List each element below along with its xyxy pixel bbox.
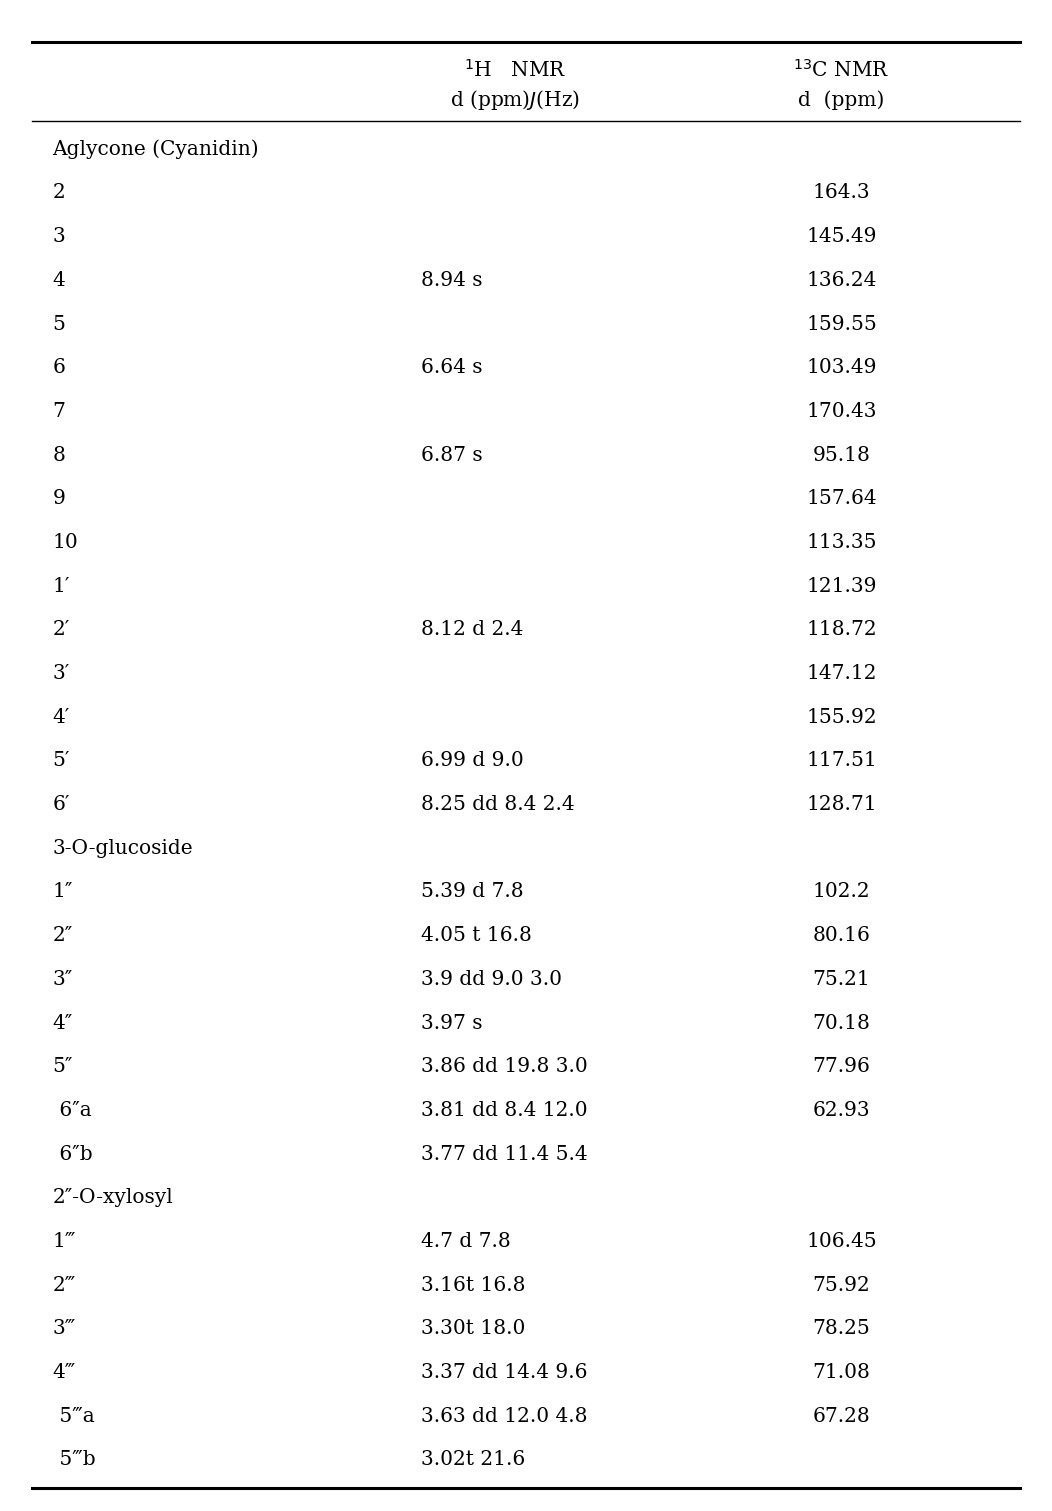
Text: d  (ppm): d (ppm) bbox=[798, 89, 885, 110]
Text: 62.93: 62.93 bbox=[813, 1102, 870, 1120]
Text: 145.49: 145.49 bbox=[806, 227, 877, 246]
Text: 155.92: 155.92 bbox=[806, 707, 877, 727]
Text: 77.96: 77.96 bbox=[812, 1058, 871, 1076]
Text: 118.72: 118.72 bbox=[806, 621, 877, 639]
Text: 4: 4 bbox=[53, 270, 65, 290]
Text: 4′: 4′ bbox=[53, 707, 70, 727]
Text: 136.24: 136.24 bbox=[807, 270, 876, 290]
Text: 95.18: 95.18 bbox=[812, 446, 871, 464]
Text: 106.45: 106.45 bbox=[806, 1231, 877, 1251]
Text: 6.87 s: 6.87 s bbox=[421, 446, 483, 464]
Text: 8: 8 bbox=[53, 446, 65, 464]
Text: 170.43: 170.43 bbox=[806, 402, 877, 422]
Text: 75.21: 75.21 bbox=[813, 970, 870, 988]
Text: 1‴: 1‴ bbox=[53, 1231, 76, 1251]
Text: 3-O-glucoside: 3-O-glucoside bbox=[53, 839, 194, 858]
Text: 2‴: 2‴ bbox=[53, 1275, 76, 1295]
Text: 157.64: 157.64 bbox=[806, 490, 877, 508]
Text: 4‴: 4‴ bbox=[53, 1363, 76, 1383]
Text: 1″: 1″ bbox=[53, 882, 73, 902]
Text: 3.63 dd 12.0 4.8: 3.63 dd 12.0 4.8 bbox=[421, 1407, 587, 1426]
Text: 117.51: 117.51 bbox=[806, 751, 877, 771]
Text: 6′: 6′ bbox=[53, 795, 70, 814]
Text: 7: 7 bbox=[53, 402, 65, 422]
Text: 71.08: 71.08 bbox=[812, 1363, 871, 1383]
Text: 102.2: 102.2 bbox=[813, 882, 870, 902]
Text: 78.25: 78.25 bbox=[813, 1319, 870, 1339]
Text: 5″: 5″ bbox=[53, 1058, 73, 1076]
Text: 75.92: 75.92 bbox=[813, 1275, 870, 1295]
Text: 3.9 dd 9.0 3.0: 3.9 dd 9.0 3.0 bbox=[421, 970, 562, 988]
Text: 67.28: 67.28 bbox=[813, 1407, 870, 1426]
Text: 3: 3 bbox=[53, 227, 65, 246]
Text: 5‴b: 5‴b bbox=[53, 1451, 96, 1469]
Text: 9: 9 bbox=[53, 490, 65, 508]
Text: 3.81 dd 8.4 12.0: 3.81 dd 8.4 12.0 bbox=[421, 1102, 587, 1120]
Text: 8.94 s: 8.94 s bbox=[421, 270, 482, 290]
Text: 5.39 d 7.8: 5.39 d 7.8 bbox=[421, 882, 524, 902]
Text: 3′: 3′ bbox=[53, 663, 70, 683]
Text: 6: 6 bbox=[53, 358, 65, 378]
Text: 147.12: 147.12 bbox=[806, 663, 877, 683]
Text: 2″: 2″ bbox=[53, 926, 73, 946]
Text: 8.12 d 2.4: 8.12 d 2.4 bbox=[421, 621, 523, 639]
Text: 3.77 dd 11.4 5.4: 3.77 dd 11.4 5.4 bbox=[421, 1145, 587, 1163]
Text: 5‴a: 5‴a bbox=[53, 1407, 95, 1426]
Text: 3.37 dd 14.4 9.6: 3.37 dd 14.4 9.6 bbox=[421, 1363, 587, 1383]
Text: 4.7 d 7.8: 4.7 d 7.8 bbox=[421, 1231, 510, 1251]
Text: Aglycone (Cyanidin): Aglycone (Cyanidin) bbox=[53, 139, 259, 159]
Text: 6″a: 6″a bbox=[53, 1102, 92, 1120]
Text: 2: 2 bbox=[53, 183, 65, 202]
Text: 1′: 1′ bbox=[53, 577, 70, 595]
Text: 121.39: 121.39 bbox=[806, 577, 877, 595]
Text: 159.55: 159.55 bbox=[806, 314, 877, 334]
Text: 6.99 d 9.0: 6.99 d 9.0 bbox=[421, 751, 524, 771]
Text: 3.86 dd 19.8 3.0: 3.86 dd 19.8 3.0 bbox=[421, 1058, 588, 1076]
Text: 3.30t 18.0: 3.30t 18.0 bbox=[421, 1319, 525, 1339]
Text: 70.18: 70.18 bbox=[812, 1014, 871, 1032]
Text: 103.49: 103.49 bbox=[806, 358, 877, 378]
Text: 8.25 dd 8.4 2.4: 8.25 dd 8.4 2.4 bbox=[421, 795, 574, 814]
Text: 2″-O-xylosyl: 2″-O-xylosyl bbox=[53, 1188, 174, 1207]
Text: 4″: 4″ bbox=[53, 1014, 73, 1032]
Text: 5: 5 bbox=[53, 314, 65, 334]
Text: 3.16t 16.8: 3.16t 16.8 bbox=[421, 1275, 525, 1295]
Text: 3.02t 21.6: 3.02t 21.6 bbox=[421, 1451, 525, 1469]
Text: 164.3: 164.3 bbox=[813, 183, 870, 202]
Text: d (ppm)$J$(Hz): d (ppm)$J$(Hz) bbox=[450, 88, 581, 112]
Text: 113.35: 113.35 bbox=[806, 533, 877, 552]
Text: $^{13}$C NMR: $^{13}$C NMR bbox=[793, 59, 890, 80]
Text: 3″: 3″ bbox=[53, 970, 73, 988]
Text: 6″b: 6″b bbox=[53, 1145, 93, 1163]
Text: $^{1}$H   NMR: $^{1}$H NMR bbox=[464, 59, 567, 80]
Text: 80.16: 80.16 bbox=[812, 926, 871, 946]
Text: 6.64 s: 6.64 s bbox=[421, 358, 482, 378]
Text: 10: 10 bbox=[53, 533, 78, 552]
Text: 5′: 5′ bbox=[53, 751, 70, 771]
Text: 3.97 s: 3.97 s bbox=[421, 1014, 482, 1032]
Text: 3‴: 3‴ bbox=[53, 1319, 76, 1339]
Text: 4.05 t 16.8: 4.05 t 16.8 bbox=[421, 926, 531, 946]
Text: 128.71: 128.71 bbox=[806, 795, 877, 814]
Text: 2′: 2′ bbox=[53, 621, 70, 639]
